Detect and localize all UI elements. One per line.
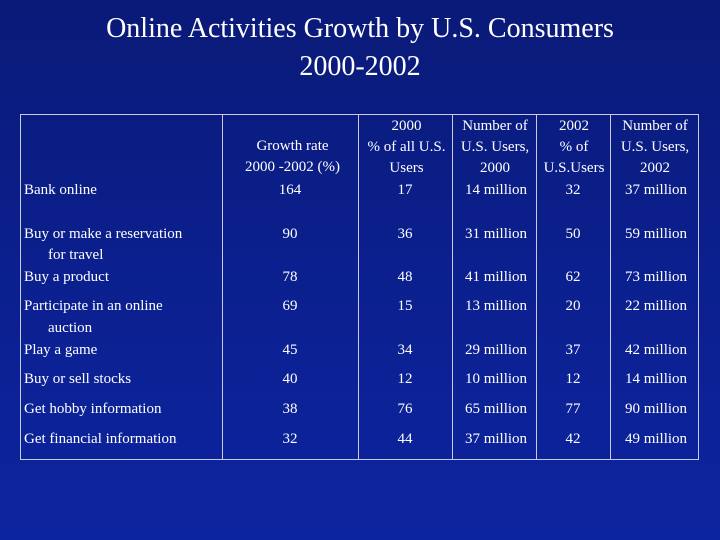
cell-num-2000: 37 million xyxy=(464,431,528,447)
cell-growth: 78 xyxy=(282,269,298,285)
cell-num-2000: 41 million xyxy=(464,269,528,285)
column-divider xyxy=(536,114,537,460)
title-line-1: Online Activities Growth by U.S. Consume… xyxy=(106,13,614,44)
cell-num-2000: 65 million xyxy=(464,401,528,417)
cell-growth: 38 xyxy=(282,401,298,417)
column-divider xyxy=(358,114,359,460)
header-growth: Growth rate 2000 -2002 (%) xyxy=(245,138,340,175)
cell-pct-2000: 76 xyxy=(397,401,413,417)
activity-label: Get financial information xyxy=(24,431,177,447)
cell-num-2002: 49 million xyxy=(624,431,688,447)
cell-growth: 45 xyxy=(282,342,298,358)
slide-title: Online Activities Growth by U.S. Consume… xyxy=(0,10,720,86)
cell-growth: 90 xyxy=(282,226,298,242)
cell-pct-2002: 42 xyxy=(565,431,581,447)
cell-num-2002: 59 million xyxy=(624,226,688,242)
column-divider xyxy=(610,114,611,460)
header-num-2002: Number of U.S. Users, 2002 xyxy=(620,118,690,176)
activity-label: Play a game xyxy=(24,342,98,358)
activity-label: Bank online xyxy=(24,182,97,198)
cell-num-2002: 14 million xyxy=(624,371,688,387)
activity-label: Get hobby information xyxy=(24,401,162,417)
cell-pct-2000: 34 xyxy=(397,342,413,358)
cell-pct-2002: 37 xyxy=(565,342,581,358)
cell-num-2002: 22 million xyxy=(624,298,688,314)
cell-num-2002: 73 million xyxy=(624,269,688,285)
cell-pct-2000: 15 xyxy=(397,298,413,314)
cell-pct-2000: 12 xyxy=(397,371,413,387)
cell-growth: 164 xyxy=(278,182,302,198)
activity-label: Buy or sell stocks xyxy=(24,371,132,387)
cell-num-2000: 14 million xyxy=(464,182,528,198)
cell-pct-2002: 62 xyxy=(565,269,581,285)
cell-growth: 69 xyxy=(282,298,298,314)
activity-label: Buy or make a reservation xyxy=(24,226,183,242)
cell-pct-2000: 36 xyxy=(397,226,413,242)
cell-pct-2000: 17 xyxy=(397,182,413,198)
cell-growth: 32 xyxy=(282,431,298,447)
header-pct-2000: 2000 % of all U.S. Users xyxy=(367,118,446,176)
activity-label: Buy a product xyxy=(24,269,109,285)
header-pct-2002: 2002 % of U.S.Users xyxy=(543,118,605,176)
cell-pct-2002: 32 xyxy=(565,182,581,198)
cell-num-2002: 37 million xyxy=(624,182,688,198)
column-divider xyxy=(222,114,223,460)
cell-num-2000: 29 million xyxy=(464,342,528,358)
cell-pct-2000: 48 xyxy=(397,269,413,285)
cell-num-2000: 10 million xyxy=(464,371,528,387)
cell-num-2000: 13 million xyxy=(464,298,528,314)
title-line-2: 2000-2002 xyxy=(299,51,421,82)
cell-pct-2002: 12 xyxy=(565,371,581,387)
activity-label: Participate in an online xyxy=(24,298,163,314)
cell-pct-2002: 50 xyxy=(565,226,581,242)
data-table xyxy=(20,114,699,460)
cell-num-2002: 42 million xyxy=(624,342,688,358)
cell-pct-2000: 44 xyxy=(397,431,413,447)
header-num-2000: Number of U.S. Users, 2000 xyxy=(460,118,530,176)
cell-num-2002: 90 million xyxy=(624,401,688,417)
activity-label-cont: auction xyxy=(48,320,93,336)
cell-num-2000: 31 million xyxy=(464,226,528,242)
column-divider xyxy=(452,114,453,460)
cell-pct-2002: 20 xyxy=(565,298,581,314)
activity-label-cont: for travel xyxy=(48,247,104,263)
cell-growth: 40 xyxy=(282,371,298,387)
cell-pct-2002: 77 xyxy=(565,401,581,417)
